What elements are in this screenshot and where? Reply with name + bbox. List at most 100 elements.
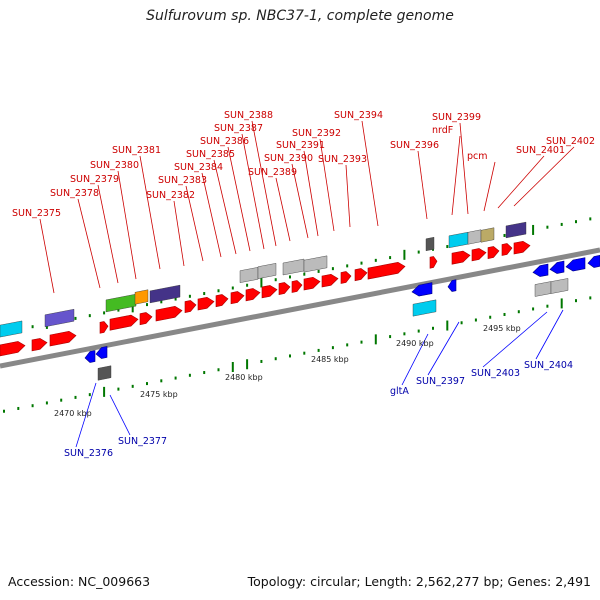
leader-line — [117, 170, 137, 280]
forward-gene-arrow — [278, 282, 291, 295]
leader-line — [201, 172, 222, 258]
reverse-gene-arrow — [95, 346, 108, 359]
cog-category-box — [534, 281, 552, 297]
cog-category-box — [412, 299, 437, 317]
scale-label: 2490 kbp — [396, 339, 434, 348]
scale-label: 2475 kbp — [140, 390, 178, 399]
forward-gene-arrow — [303, 276, 321, 291]
scale-label: 2470 kbp — [54, 409, 92, 418]
forward-gene-label: SUN_2394 — [334, 110, 383, 121]
reverse-gene-arrow — [549, 260, 565, 274]
accession-text: Accession: NC_009663 — [8, 574, 151, 589]
reverse-gene-label: gltA — [390, 386, 409, 397]
forward-gene-arrow — [215, 294, 229, 308]
leader-line — [173, 200, 185, 267]
leader-line — [185, 185, 204, 262]
forward-gene-arrow — [340, 271, 352, 284]
leader-line — [459, 122, 469, 215]
cog-category-box — [425, 236, 435, 252]
leader-line — [303, 150, 319, 237]
genome-backbone — [0, 247, 600, 369]
cog-category-box — [467, 229, 482, 245]
forward-gene-label: SUN_2396 — [390, 140, 439, 151]
cog-category-box — [480, 227, 495, 243]
scale-label: 2485 kbp — [311, 355, 349, 364]
forward-gene-arrow — [155, 305, 183, 322]
cog-category-box — [97, 365, 112, 381]
forward-gene-label: SUN_2387 — [214, 123, 263, 134]
forward-gene-arrow — [49, 330, 77, 347]
leader-line — [513, 146, 575, 207]
leader-line — [427, 321, 460, 376]
outer-tick-track — [3, 217, 592, 334]
forward-gene-arrow — [471, 248, 487, 262]
forward-gene-label: SUN_2399 — [432, 112, 481, 123]
forward-gene-label: SUN_2402 — [546, 136, 595, 147]
forward-gene-label: pcm — [467, 151, 488, 162]
leader-line — [497, 155, 545, 209]
forward-gene-arrow — [245, 288, 261, 302]
leader-line — [291, 163, 309, 239]
reverse-gene-arrow — [587, 254, 600, 268]
forward-gene-label: SUN_2391 — [276, 140, 325, 151]
forward-gene-arrow — [261, 285, 278, 299]
forward-gene-arrow — [429, 256, 438, 269]
forward-gene-label: SUN_2393 — [318, 154, 367, 165]
forward-gene-label: SUN_2375 — [12, 208, 61, 219]
leader-line — [451, 135, 461, 216]
forward-gene-label: SUN_2388 — [224, 110, 273, 121]
leader-line — [213, 159, 237, 255]
topology-text: Topology: circular; Length: 2,562,277 bp… — [247, 574, 591, 589]
forward-gene-arrow — [354, 268, 368, 282]
cog-category-box — [257, 263, 277, 279]
forward-gene-label: nrdF — [432, 125, 453, 136]
cog-category-box — [149, 284, 181, 304]
forward-gene-arrow — [321, 273, 339, 288]
leader-line — [482, 311, 548, 368]
forward-gene-label: SUN_2378 — [50, 188, 99, 199]
cog-category-box — [550, 278, 569, 294]
reverse-gene-label: SUN_2397 — [416, 376, 465, 387]
cog-category-box — [105, 293, 137, 313]
forward-gene-label: SUN_2382 — [146, 190, 195, 201]
reverse-gene-label: SUN_2377 — [118, 436, 167, 447]
leader-line — [361, 120, 379, 227]
forward-gene-label: SUN_2380 — [90, 160, 139, 171]
forward-gene-label: SUN_2384 — [174, 162, 223, 173]
leader-line — [139, 155, 161, 270]
scale-label: 2495 kbp — [483, 324, 521, 333]
forward-gene-arrow — [487, 246, 500, 259]
cog-category-box — [448, 231, 469, 249]
cog-category-box — [0, 320, 23, 338]
leader-line — [97, 184, 119, 284]
forward-gene-label: SUN_2385 — [186, 149, 235, 160]
leader-line — [535, 309, 564, 360]
cog-category-box — [282, 258, 305, 276]
forward-gene-arrow — [0, 341, 26, 357]
reverse-gene-arrow — [532, 263, 549, 277]
leader-line — [109, 394, 131, 436]
leader-line — [77, 198, 101, 289]
reverse-gene-arrow — [411, 282, 433, 297]
forward-gene-label: SUN_2389 — [248, 167, 297, 178]
forward-gene-label: SUN_2390 — [264, 153, 313, 164]
leader-line — [241, 133, 265, 250]
cog-category-box — [303, 255, 328, 273]
forward-gene-arrow — [230, 291, 245, 305]
cog-category-box — [134, 289, 149, 305]
cog-category-box — [44, 308, 75, 328]
forward-gene-arrow — [451, 250, 471, 265]
scale-label: 2480 kbp — [225, 373, 263, 382]
leader-line — [319, 138, 335, 232]
forward-gene-arrow — [31, 338, 48, 352]
forward-gene-arrow — [109, 314, 139, 331]
forward-gene-arrow — [291, 280, 303, 293]
forward-gene-arrow — [197, 296, 215, 311]
reverse-gene-label: SUN_2376 — [64, 448, 113, 459]
leader-line — [75, 382, 97, 448]
forward-gene-label: SUN_2401 — [516, 145, 565, 156]
leader-line — [39, 218, 55, 294]
forward-gene-arrow — [501, 243, 513, 256]
leader-line — [401, 333, 429, 386]
